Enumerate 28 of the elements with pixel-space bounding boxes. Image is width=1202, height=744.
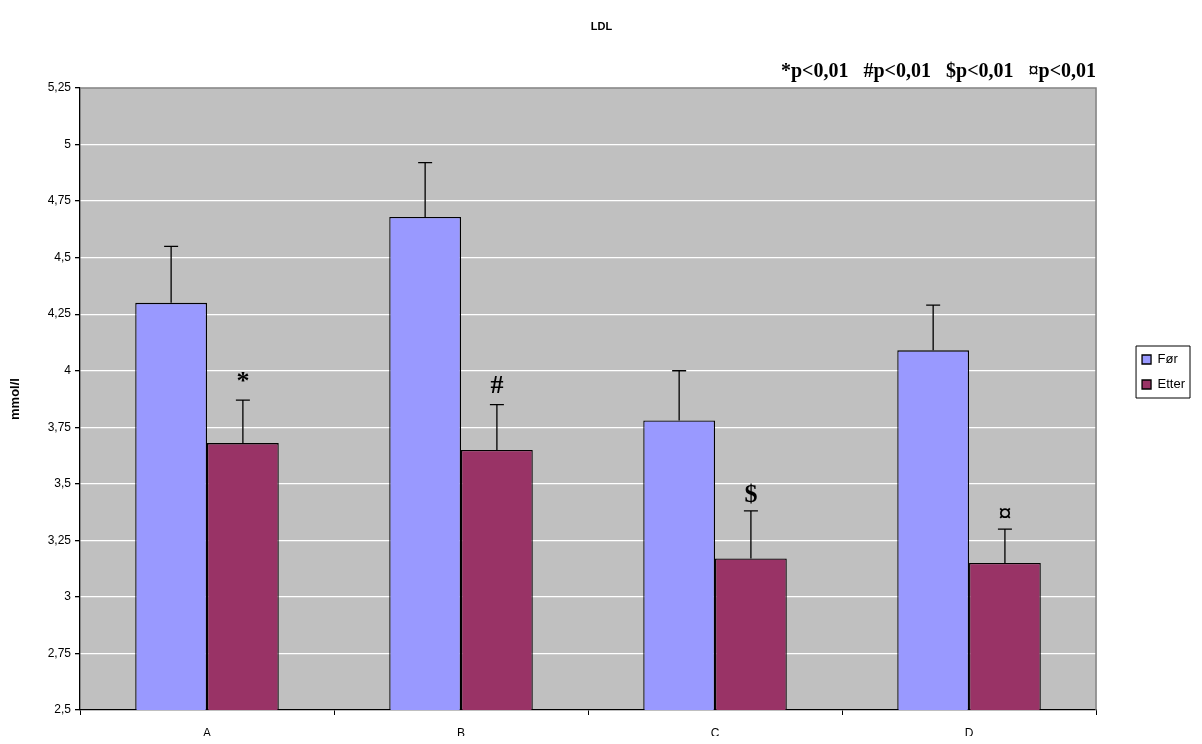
text: $p<0,01 [946, 59, 1014, 82]
y-tick-label: 2,75 [47, 645, 72, 660]
text: #p<0,01 [863, 59, 932, 82]
text: ¤p<0,01 [1028, 59, 1097, 82]
annotation: * [236, 365, 250, 395]
x-tick-label: D [964, 725, 974, 740]
x-tick-label: B [457, 725, 466, 740]
y-tick-label: 2,5 [54, 702, 72, 717]
annotation: ¤ [998, 499, 1012, 529]
chart-title: LDL [590, 19, 613, 32]
x-tick-label: A [203, 725, 212, 740]
legend-label: Før [1157, 351, 1179, 367]
annotation: # [490, 370, 504, 400]
y-tick-label: 4,25 [47, 306, 72, 321]
annotation: $ [744, 478, 758, 508]
y-tick-label: 4,75 [47, 193, 72, 208]
y-tick-label: 3,5 [54, 476, 72, 491]
y-tick-label: 3,75 [47, 419, 72, 434]
y-tick-label: 3 [64, 589, 72, 604]
text: *p<0,01 [780, 59, 849, 82]
y-tick-label: 4 [64, 363, 72, 378]
y-tick-label: 5 [64, 136, 72, 151]
y-tick-label: 4,5 [54, 249, 72, 264]
x-tick-label: C [710, 725, 720, 740]
legend-label: Etter [1157, 376, 1186, 392]
y-tick-label: 5,25 [47, 80, 72, 95]
y-axis-title: mmol/l [7, 378, 23, 420]
y-tick-label: 3,25 [47, 532, 72, 547]
